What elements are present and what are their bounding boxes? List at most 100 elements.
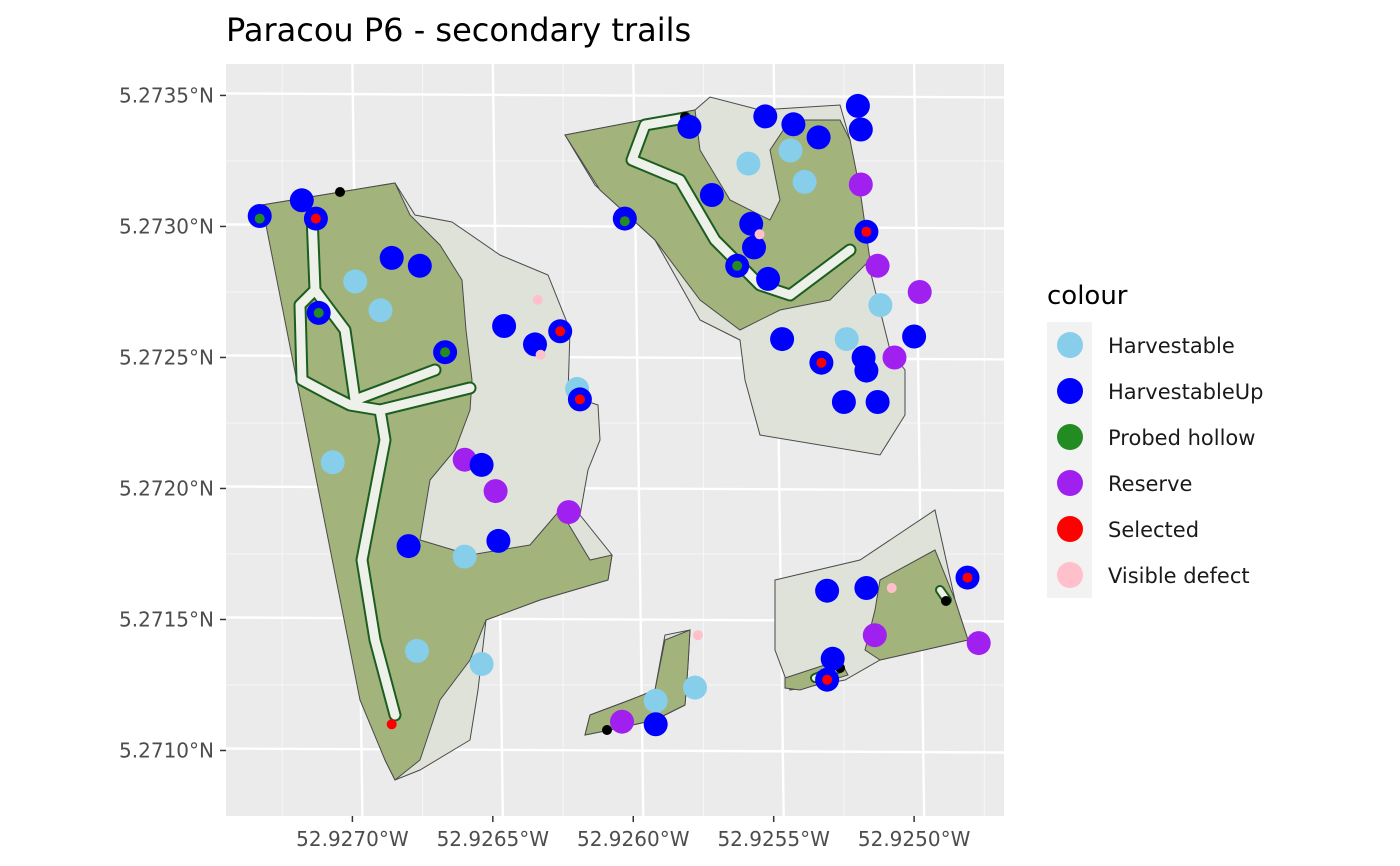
major-gridline xyxy=(225,92,1005,99)
harvestableup-point xyxy=(486,528,511,553)
visible-defect-point xyxy=(754,229,765,240)
visible-defect-point xyxy=(532,294,543,305)
selected-point xyxy=(822,674,833,685)
harvestableup-point xyxy=(739,211,764,236)
selected-point xyxy=(555,326,566,337)
trail-endpoint xyxy=(335,187,345,197)
selected-point xyxy=(861,226,872,237)
harvestableup-point xyxy=(848,117,873,142)
harvestableup-point xyxy=(756,266,781,291)
probed-hollow-point xyxy=(732,260,743,271)
legend-label-visible-defect: Visible defect xyxy=(1108,564,1250,588)
reserve-point xyxy=(610,709,634,734)
probed-hollow-point xyxy=(254,213,265,224)
harvestableup-point xyxy=(865,390,890,414)
harvestableup-point xyxy=(699,183,724,207)
harvestableup-point xyxy=(753,104,778,129)
harvestable-point xyxy=(320,450,345,475)
reserve-point xyxy=(865,253,890,278)
x-tick-label: 52.9260°W xyxy=(577,827,690,851)
harvestable-point xyxy=(778,138,803,163)
harvestableup-point xyxy=(677,114,702,139)
harvestableup-point xyxy=(469,452,494,477)
selected-point xyxy=(816,357,827,368)
harvestableup-point xyxy=(781,112,806,137)
legend-key-harvestableup xyxy=(1057,378,1083,404)
x-tick-label: 52.9255°W xyxy=(717,827,830,851)
major-gridline xyxy=(912,63,926,817)
legend-key-harvestable xyxy=(1057,332,1083,358)
y-tick-label: 5.2730°N xyxy=(119,214,214,238)
legend-key-probed-hollow xyxy=(1057,424,1083,450)
selected-point xyxy=(574,394,585,405)
reserve-point xyxy=(862,623,887,648)
legend-label-harvestableup: HarvestableUp xyxy=(1108,380,1263,404)
harvestableup-point xyxy=(396,534,421,559)
harvestable-point xyxy=(736,151,761,176)
harvestableup-point xyxy=(845,93,870,118)
y-tick-label: 5.2735°N xyxy=(119,83,214,107)
plot-southeast-olive xyxy=(864,549,969,661)
harvestableup-point xyxy=(643,712,668,737)
harvestable-point xyxy=(643,688,668,713)
harvestable-point xyxy=(469,652,494,676)
chart-title: Paracou P6 - secondary trails xyxy=(226,11,691,49)
trail-northeast xyxy=(627,113,855,300)
visible-defect-point xyxy=(692,630,703,641)
legend-label-probed-hollow: Probed hollow xyxy=(1108,426,1255,450)
y-tick-label: 5.2715°N xyxy=(119,607,214,631)
tree-points xyxy=(247,93,991,737)
probed-hollow-point xyxy=(313,307,324,318)
harvestableup-point xyxy=(379,245,404,270)
y-tick-label: 5.2725°N xyxy=(119,345,214,369)
x-tick-label: 52.9250°W xyxy=(858,827,971,851)
plot-panel xyxy=(225,63,1005,817)
legend-label-reserve: Reserve xyxy=(1108,472,1192,496)
legend-label-harvestable: Harvestable xyxy=(1108,334,1235,358)
secondary-trails xyxy=(293,111,952,722)
selected-point xyxy=(962,572,973,583)
reserve-point xyxy=(848,172,873,197)
harvestableup-point xyxy=(854,358,879,383)
harvestable-point xyxy=(368,298,393,323)
reserve-point xyxy=(966,631,991,656)
legend-key-background xyxy=(1047,322,1092,598)
x-tick-label: 52.9270°W xyxy=(296,827,409,851)
selected-point xyxy=(386,719,397,730)
y-axis: 5.2735°N 5.2730°N 5.2725°N 5.2720°N 5.2715°N… xyxy=(119,83,226,762)
harvestableup-point xyxy=(770,327,795,352)
x-tick-label: 52.9265°W xyxy=(437,827,550,851)
reserve-point xyxy=(907,280,932,304)
legend: colour Harvestable HarvestableUp Probed ho… xyxy=(1047,281,1263,598)
legend-title: colour xyxy=(1047,281,1128,311)
major-gridline xyxy=(225,747,1005,754)
visible-defect-point xyxy=(535,349,546,360)
y-tick-label: 5.2720°N xyxy=(119,476,214,500)
harvestable-point xyxy=(868,293,893,318)
harvestableup-point xyxy=(806,125,831,150)
probed-hollow-point xyxy=(619,216,630,227)
harvestableup-point xyxy=(854,576,879,600)
harvestableup-point xyxy=(815,578,840,603)
harvestableup-point xyxy=(289,188,314,213)
legend-key-visible-defect xyxy=(1057,562,1083,588)
harvestableup-point xyxy=(742,235,766,260)
trail-endpoint xyxy=(602,725,612,735)
selected-point xyxy=(310,213,321,224)
legend-label-selected: Selected xyxy=(1108,518,1199,542)
legend-key-selected xyxy=(1057,516,1083,542)
harvestable-point xyxy=(792,169,817,194)
legend-key-reserve xyxy=(1057,470,1083,496)
reserve-point xyxy=(483,479,508,504)
harvestable-point xyxy=(834,327,859,352)
harvestable-point xyxy=(452,544,477,569)
trail-endpoint xyxy=(941,596,951,606)
y-tick-label: 5.2710°N xyxy=(119,738,214,762)
probed-hollow-point xyxy=(440,347,451,358)
harvestableup-point xyxy=(820,646,845,671)
harvestableup-point xyxy=(492,314,517,338)
harvestableup-point xyxy=(831,390,856,414)
reserve-point xyxy=(882,345,907,370)
reserve-point xyxy=(556,500,581,525)
